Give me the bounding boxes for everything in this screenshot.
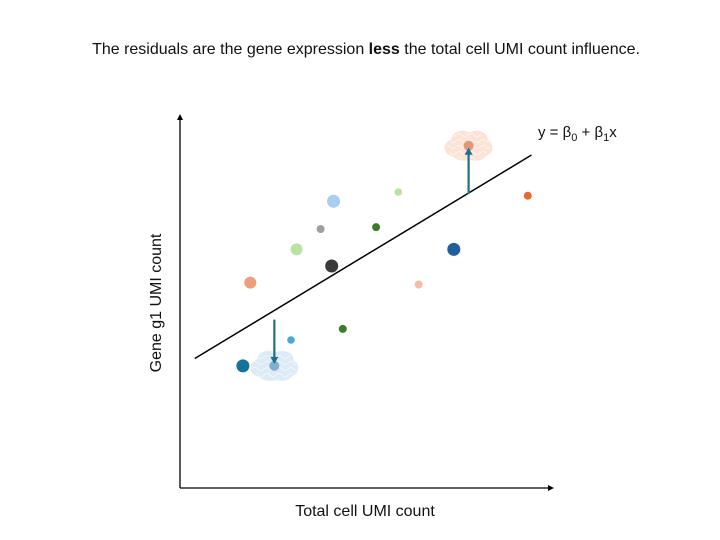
data-point: [316, 225, 325, 233]
caption-text: The residuals are the gene expression: [92, 41, 369, 58]
data-point: [338, 324, 347, 333]
data-point: [372, 223, 381, 232]
caption-emphasis: less: [368, 41, 400, 58]
y-axis-label: Gene g1 UMI count: [148, 233, 165, 372]
data-point: [327, 194, 341, 208]
fit-line-group: [194, 154, 532, 360]
data-point: [236, 359, 250, 373]
cloud-shape: [444, 130, 493, 161]
data-point: [463, 140, 474, 151]
data-point: [394, 188, 403, 196]
data-point: [447, 242, 461, 256]
x-axis-label: Total cell UMI count: [295, 503, 435, 520]
equation-sub1: 1: [603, 132, 609, 144]
caption: The residuals are the gene expression le…: [0, 40, 720, 60]
axes: [177, 114, 554, 491]
residual-arrowhead: [270, 356, 279, 364]
data-point: [287, 336, 295, 344]
residual-arrows-group: [270, 147, 473, 364]
data-point: [290, 243, 303, 256]
data-point: [269, 360, 280, 371]
data-point: [414, 280, 423, 289]
data-point: [244, 276, 257, 289]
caption-text-end: the total cell UMI count influence.: [399, 41, 640, 58]
fit-equation: y = β0 + β1x: [538, 124, 617, 144]
equation-var: x: [609, 124, 617, 141]
residual-arrowhead: [464, 147, 473, 155]
fit-line: [194, 154, 532, 360]
x-axis-arrowhead: [548, 485, 554, 491]
data-point: [523, 191, 532, 200]
equation-lhs: y = β: [538, 124, 572, 141]
points-group: [236, 140, 532, 373]
data-point: [325, 259, 339, 273]
equation-sub0: 0: [571, 132, 577, 144]
equation-plus: + β: [577, 124, 603, 141]
y-axis-arrowhead: [177, 114, 183, 120]
clouds-group: [250, 130, 493, 381]
